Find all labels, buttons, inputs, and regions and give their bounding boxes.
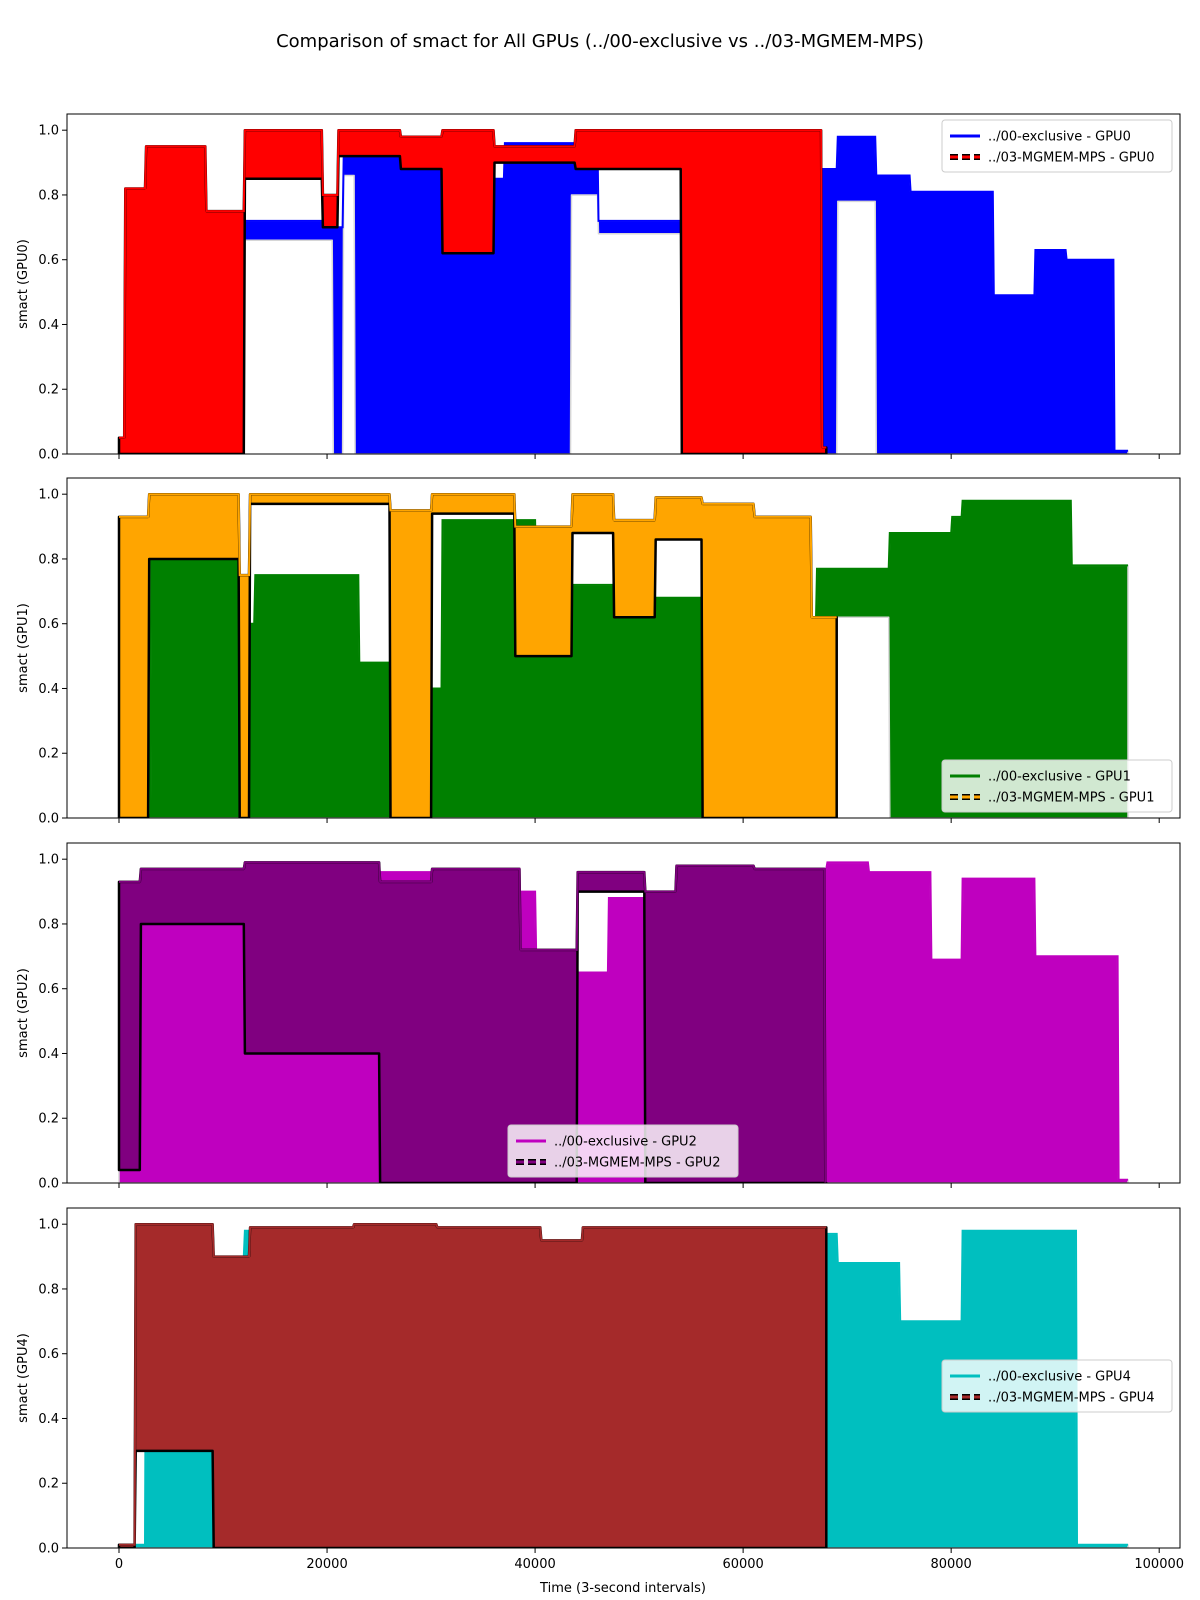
y-tick-label: 0.0 bbox=[38, 1177, 59, 1192]
legend: ../00-exclusive - GPU0 ../03-MGMEM-MPS - … bbox=[941, 119, 1173, 173]
plot-area bbox=[117, 1222, 1129, 1548]
legend-box bbox=[941, 119, 1173, 173]
plot-frame bbox=[66, 477, 1181, 819]
legend: ../00-exclusive - GPU1 ../03-MGMEM-MPS - … bbox=[941, 759, 1173, 813]
y-tick-label: 0.8 bbox=[38, 188, 59, 203]
y-axis-label: smact (GPU1) bbox=[16, 603, 31, 693]
x-tick-label: 0 bbox=[115, 1557, 123, 1572]
y-tick-label: 0.6 bbox=[38, 982, 59, 997]
plot-area bbox=[117, 492, 1129, 818]
y-tick-label: 0.2 bbox=[38, 747, 59, 762]
series-1-line bbox=[119, 129, 827, 449]
y-tick-label: 0.4 bbox=[38, 1412, 59, 1427]
figure-title: Comparison of smact for All GPUs (../00-… bbox=[276, 31, 924, 52]
series-1-line bbox=[119, 493, 837, 619]
legend: ../00-exclusive - GPU4 ../03-MGMEM-MPS - … bbox=[941, 1359, 1173, 1413]
legend-entry-label: ../03-MGMEM-MPS - GPU1 bbox=[988, 791, 1154, 806]
y-tick-label: 0.6 bbox=[38, 617, 59, 632]
legend-entry-label: ../00-exclusive - GPU4 bbox=[988, 1370, 1131, 1385]
x-tick-label: 60000 bbox=[722, 1557, 763, 1572]
legend-entry-label: ../00-exclusive - GPU1 bbox=[988, 770, 1131, 785]
y-tick-label: 1.0 bbox=[38, 488, 59, 503]
legend: ../00-exclusive - GPU2 ../03-MGMEM-MPS - … bbox=[507, 1124, 739, 1178]
y-tick-label: 1.0 bbox=[38, 124, 59, 139]
series-0-line bbox=[119, 499, 1128, 816]
subplot-2: 0.0 0.2 0.4 0.6 0.8 1.0 smact (GPU2) ../00-excl… bbox=[16, 842, 1181, 1192]
y-tick-label: 0.6 bbox=[38, 1347, 59, 1362]
y-axis-label: smact (GPU2) bbox=[16, 968, 31, 1058]
y-tick-label: 0.8 bbox=[38, 552, 59, 567]
y-tick-label: 0.4 bbox=[38, 682, 59, 697]
y-tick-label: 0.6 bbox=[38, 253, 59, 268]
plot-area bbox=[117, 861, 1129, 1183]
y-tick-label: 0.2 bbox=[38, 383, 59, 398]
plot-frame bbox=[66, 113, 1181, 455]
legend-box bbox=[941, 759, 1173, 813]
y-tick-label: 0.8 bbox=[38, 917, 59, 932]
series-1-band bbox=[117, 1222, 828, 1548]
x-tick-label: 80000 bbox=[930, 1557, 971, 1572]
y-tick-label: 0.8 bbox=[38, 1282, 59, 1297]
series-1-line bbox=[119, 861, 827, 1183]
subplot-1: 0.0 0.2 0.4 0.6 0.8 1.0 smact (GPU1) ../00-excl… bbox=[16, 477, 1181, 827]
plot-frame bbox=[66, 842, 1181, 1184]
y-tick-label: 0.2 bbox=[38, 1112, 59, 1127]
legend-entry-label: ../00-exclusive - GPU2 bbox=[554, 1135, 697, 1150]
y-tick-label: 0.0 bbox=[38, 448, 59, 463]
x-tick-label: 20000 bbox=[306, 1557, 347, 1572]
x-tick-label: 100000 bbox=[1134, 1557, 1184, 1572]
x-axis-label: Time (3-second intervals) bbox=[539, 1581, 706, 1596]
legend-entry-label: ../03-MGMEM-MPS - GPU2 bbox=[554, 1156, 720, 1171]
plot-frame bbox=[66, 1207, 1181, 1549]
y-tick-label: 0.4 bbox=[38, 1047, 59, 1062]
y-tick-label: 0.4 bbox=[38, 318, 59, 333]
y-axis-label: smact (GPU4) bbox=[16, 1333, 31, 1423]
subplot-3: 0.0 0.2 0.4 0.6 0.8 1.0 0 20000 40000 60000 80000 1… bbox=[16, 1207, 1184, 1572]
legend-entry-label: ../03-MGMEM-MPS - GPU0 bbox=[988, 151, 1154, 166]
y-axis-label: smact (GPU0) bbox=[16, 239, 31, 329]
subplot-panels: 0.0 0.2 0.4 0.6 0.8 1.0 smact (GPU0) ../00-excl… bbox=[16, 113, 1184, 1572]
y-tick-label: 0.2 bbox=[38, 1477, 59, 1492]
subplot-0: 0.0 0.2 0.4 0.6 0.8 1.0 smact (GPU0) ../00-excl… bbox=[16, 113, 1181, 463]
legend-entry-label: ../00-exclusive - GPU0 bbox=[988, 130, 1131, 145]
legend-box bbox=[941, 1359, 1173, 1413]
y-tick-label: 1.0 bbox=[38, 853, 59, 868]
y-tick-label: 1.0 bbox=[38, 1218, 59, 1233]
series-1-line bbox=[119, 1223, 827, 1546]
plot-area bbox=[117, 128, 1129, 454]
x-tick-label: 40000 bbox=[514, 1557, 555, 1572]
legend-box bbox=[507, 1124, 739, 1178]
y-tick-label: 0.0 bbox=[38, 812, 59, 827]
legend-entry-label: ../03-MGMEM-MPS - GPU4 bbox=[988, 1391, 1154, 1406]
y-tick-label: 0.0 bbox=[38, 1542, 59, 1557]
